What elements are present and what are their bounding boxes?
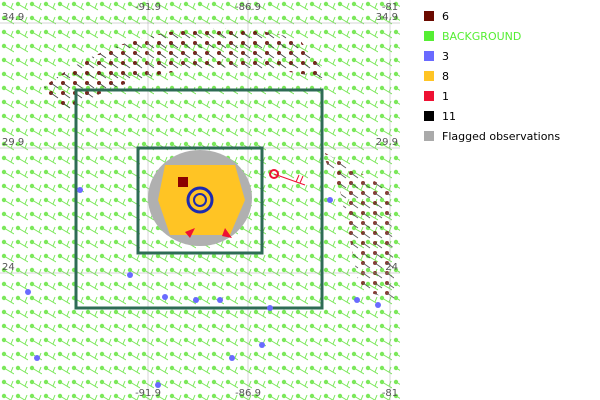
legend-swatch — [424, 11, 434, 21]
legend-swatch — [424, 111, 434, 121]
obs-cluster — [40, 28, 330, 110]
legend-item: BACKGROUND — [420, 26, 595, 46]
legend-item: 6 — [420, 6, 595, 26]
legend-label: 3 — [442, 49, 449, 63]
coordinate-label: 34.9 — [376, 12, 398, 23]
marker — [178, 177, 188, 187]
legend-label: 1 — [442, 89, 449, 103]
map: -91.9 -86.9 -81-91.9 -86.9 -8134.929.92434.9… — [0, 0, 400, 400]
legend-swatch — [424, 51, 434, 61]
coordinate-label: 24 — [385, 262, 398, 273]
coordinate-label: -81 — [382, 2, 398, 13]
legend-swatch — [424, 71, 434, 81]
domain-outer — [74, 88, 324, 310]
legend-label: 6 — [442, 9, 449, 23]
marker — [269, 169, 279, 179]
coordinate-label: -86.9 — [235, 388, 261, 399]
legend-item: 8 — [420, 66, 595, 86]
center-ring — [186, 186, 214, 214]
coordinate-label: 29.9 — [2, 137, 24, 148]
coordinate-label: -91.9 — [135, 2, 161, 13]
legend-item: 11 — [420, 106, 595, 126]
legend-label: 11 — [442, 109, 456, 123]
coordinate-label: -86.9 — [235, 2, 261, 13]
obs-cluster — [320, 150, 395, 300]
legend-swatch — [424, 91, 434, 101]
legend-swatch — [424, 31, 434, 41]
obs-points — [25, 187, 381, 388]
legend-item: 3 — [420, 46, 595, 66]
legend-label: BACKGROUND — [442, 29, 522, 43]
coordinate-label: 29.9 — [376, 137, 398, 148]
coordinate-label: 24 — [2, 262, 15, 273]
legend-item: 1 — [420, 86, 595, 106]
barb — [273, 173, 306, 186]
marker — [185, 228, 232, 238]
coordinate-label: -91.9 — [135, 388, 161, 399]
coordinate-labels: -91.9 -86.9 -81-91.9 -86.9 -8134.929.92434.9… — [2, 2, 398, 399]
legend-label: 8 — [442, 69, 449, 83]
center-ring — [193, 193, 207, 207]
obs-area — [158, 165, 245, 235]
coordinate-label: 34.9 — [2, 12, 24, 23]
legend-item: Flagged observations — [420, 126, 595, 146]
coordinate-label: -81 — [382, 388, 398, 399]
domain-inner — [136, 146, 264, 255]
legend-label: Flagged observations — [442, 129, 561, 143]
legend: 6 BACKGROUND 3 8 1 11 Flagged observations — [420, 6, 595, 146]
legend-swatch — [424, 131, 434, 141]
